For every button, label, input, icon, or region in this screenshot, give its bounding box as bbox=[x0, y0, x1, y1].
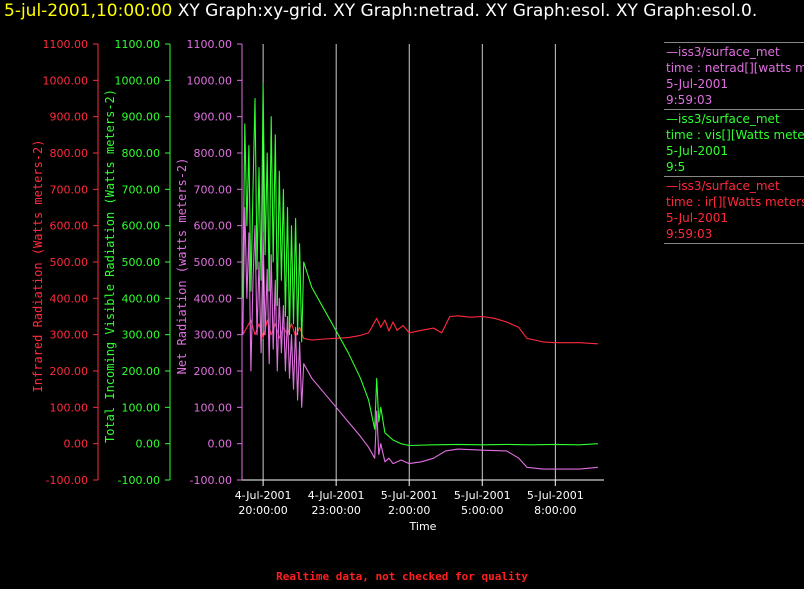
y-axis-1-tick-label-1: 1000.00 bbox=[115, 74, 161, 87]
y-axis-0-tick-label-1: 1000.00 bbox=[43, 74, 89, 87]
y-axis-2-tick-label-3: 800.00 bbox=[194, 147, 233, 160]
window-title: 5-jul-2001,10:00:00 XY Graph:xy-grid. XY… bbox=[4, 1, 757, 21]
legend-entry-1-line-3: 9:5 bbox=[666, 160, 686, 174]
x-tick-label-1: 4-Jul-2001 bbox=[308, 489, 365, 502]
y-axis-1-tick-label-8: 300.00 bbox=[122, 329, 161, 342]
y-axis-2-label: Net Radiation (watts meters-2) bbox=[175, 158, 189, 375]
y-axis-1-tick-label-9: 200.00 bbox=[122, 365, 161, 378]
y-axis-0-tick-label-6: 500.00 bbox=[50, 256, 89, 269]
y-axis-0-tick-label-4: 700.00 bbox=[50, 183, 89, 196]
y-axis-1-tick-label-2: 900.00 bbox=[122, 111, 161, 124]
legend-entry-0-line-1: time : netrad[][watts meters-2] bbox=[666, 61, 804, 75]
y-axis-2-tick-label-0: 1100.00 bbox=[187, 38, 233, 51]
legend-entry-1-line-0: —iss3/surface_met bbox=[666, 112, 780, 126]
y-axis-2-tick-label-9: 200.00 bbox=[194, 365, 233, 378]
y-axis-2-tick-label-5: 600.00 bbox=[194, 220, 233, 233]
y-axis-1-tick-label-0: 1100.00 bbox=[115, 38, 161, 51]
y-axis-0-label: Infrared Radiation (Watts meters-2) bbox=[31, 140, 45, 393]
y-axis-1-tick-label-3: 800.00 bbox=[122, 147, 161, 160]
y-axis-0-tick-label-11: 0.00 bbox=[64, 438, 89, 451]
legend-entry-0-line-2: 5-Jul-2001 bbox=[666, 77, 728, 91]
x-tick-label-2: 5-Jul-2001 bbox=[381, 489, 438, 502]
x-tick-time-3: 5:00:00 bbox=[461, 504, 503, 517]
series-net-line bbox=[242, 206, 598, 470]
y-axis-2-tick-label-6: 500.00 bbox=[194, 256, 233, 269]
y-axis-0-tick-label-7: 400.00 bbox=[50, 292, 89, 305]
y-axis-2-tick-label-4: 700.00 bbox=[194, 183, 233, 196]
y-axis-1-tick-label-5: 600.00 bbox=[122, 220, 161, 233]
y-axis-2-tick-label-11: 0.00 bbox=[208, 438, 233, 451]
y-axis-2-tick-label-7: 400.00 bbox=[194, 292, 233, 305]
x-tick-label-4: 5-Jul-2001 bbox=[527, 489, 584, 502]
y-axis-2-tick-label-10: 100.00 bbox=[194, 401, 233, 414]
x-tick-label-0: 4-Jul-2001 bbox=[235, 489, 292, 502]
legend-entry-0-line-3: 9:59:03 bbox=[666, 93, 713, 107]
x-tick-time-1: 23:00:00 bbox=[311, 504, 360, 517]
y-axis-1-tick-label-4: 700.00 bbox=[122, 183, 161, 196]
legend-entry-0-line-0: —iss3/surface_met bbox=[666, 45, 780, 59]
x-tick-time-0: 20:00:00 bbox=[238, 504, 287, 517]
y-axis-0-tick-label-2: 900.00 bbox=[50, 111, 89, 124]
y-axis-1-tick-label-7: 400.00 bbox=[122, 292, 161, 305]
legend-entry-2-line-2: 5-Jul-2001 bbox=[666, 211, 728, 225]
quality-notice: Realtime data, not checked for quality bbox=[276, 570, 528, 583]
legend-entry-2-line-0: —iss3/surface_met bbox=[666, 179, 780, 193]
y-axis-0-tick-label-3: 800.00 bbox=[50, 147, 89, 160]
x-tick-time-2: 2:00:00 bbox=[388, 504, 430, 517]
y-axis-0-tick-label-12: -100.00 bbox=[46, 474, 88, 487]
x-axis-label: Time bbox=[409, 520, 437, 533]
series-vis-line bbox=[242, 83, 598, 447]
title-graph-list: XY Graph:xy-grid. XY Graph:netrad. XY Gr… bbox=[172, 1, 758, 21]
y-axis-2-tick-label-2: 900.00 bbox=[194, 111, 233, 124]
y-axis-0-tick-label-0: 1100.00 bbox=[43, 38, 89, 51]
y-axis-1-tick-label-10: 100.00 bbox=[122, 401, 161, 414]
y-axis-1-tick-label-11: 0.00 bbox=[136, 438, 161, 451]
legend-entry-1-line-2: 5-Jul-2001 bbox=[666, 144, 728, 158]
y-axis-1-tick-label-6: 500.00 bbox=[122, 256, 161, 269]
y-axis-2-tick-label-1: 1000.00 bbox=[187, 74, 233, 87]
y-axis-0-tick-label-5: 600.00 bbox=[50, 220, 89, 233]
legend-entry-2-line-3: 9:59:03 bbox=[666, 227, 713, 241]
legend-entry-2-line-1: time : ir[][Watts meters-2] bbox=[666, 195, 804, 209]
legend-entry-1-line-1: time : vis[][Watts meters-2] bbox=[666, 128, 804, 142]
x-tick-time-4: 8:00:00 bbox=[534, 504, 576, 517]
y-axis-1-label: Total Incoming Visible Radiation (Watts … bbox=[103, 89, 117, 443]
x-tick-label-3: 5-Jul-2001 bbox=[454, 489, 511, 502]
y-axis-0-tick-label-9: 200.00 bbox=[50, 365, 89, 378]
y-axis-0-tick-label-8: 300.00 bbox=[50, 329, 89, 342]
y-axis-2-tick-label-8: 300.00 bbox=[194, 329, 233, 342]
y-axis-2-tick-label-12: -100.00 bbox=[190, 474, 232, 487]
y-axis-1-tick-label-12: -100.00 bbox=[118, 474, 160, 487]
title-date: 5-jul-2001,10:00:00 bbox=[4, 1, 173, 21]
y-axis-0-tick-label-10: 100.00 bbox=[50, 401, 89, 414]
